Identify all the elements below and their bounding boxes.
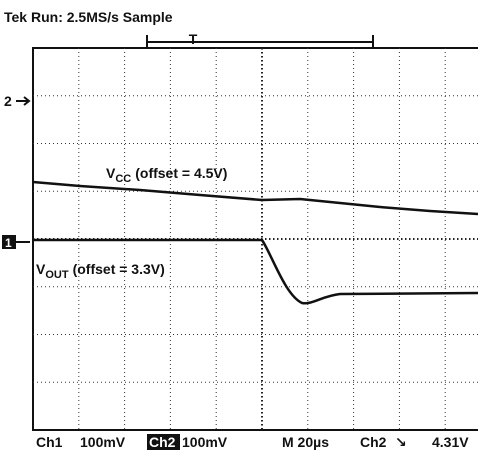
ch1-marker: 1 — [5, 236, 12, 250]
vout-label: VOUT (offset = 3.3V) — [36, 261, 165, 281]
trigger-window — [146, 35, 374, 49]
trigger-marker: T — [189, 31, 198, 47]
status: Tek Run: 2.5MS/s Sample — [4, 9, 173, 25]
vout-subscript: OUT — [45, 269, 69, 281]
trigger-level: 4.31V — [432, 434, 469, 450]
timebase: M 20µs — [282, 434, 329, 450]
vout-trace — [33, 238, 478, 305]
trigger-source: Ch2 — [360, 434, 387, 450]
ch2-marker: 2 — [4, 93, 12, 109]
trigger-slope: ↘ — [395, 434, 407, 450]
vcc-symbol: V — [106, 165, 116, 181]
ch2-highlight — [147, 434, 180, 450]
vout-symbol: V — [36, 261, 46, 277]
vcc-label: VCC (offset = 4.5V) — [106, 165, 227, 185]
vout-text: (offset = 3.3V) — [73, 261, 165, 277]
vcc-subscript: CC — [115, 173, 131, 185]
vcc-trace — [32, 180, 478, 216]
ch2-scale: 100mV — [182, 434, 228, 450]
ch1-label: Ch1 — [36, 434, 63, 450]
vcc-text: (offset = 4.5V) — [135, 165, 227, 181]
ch2-arrow — [16, 96, 31, 106]
ch1-marker-box — [2, 235, 16, 249]
ch1-scale: 100mV — [80, 434, 126, 450]
ch2-label: Ch2 — [149, 434, 176, 450]
